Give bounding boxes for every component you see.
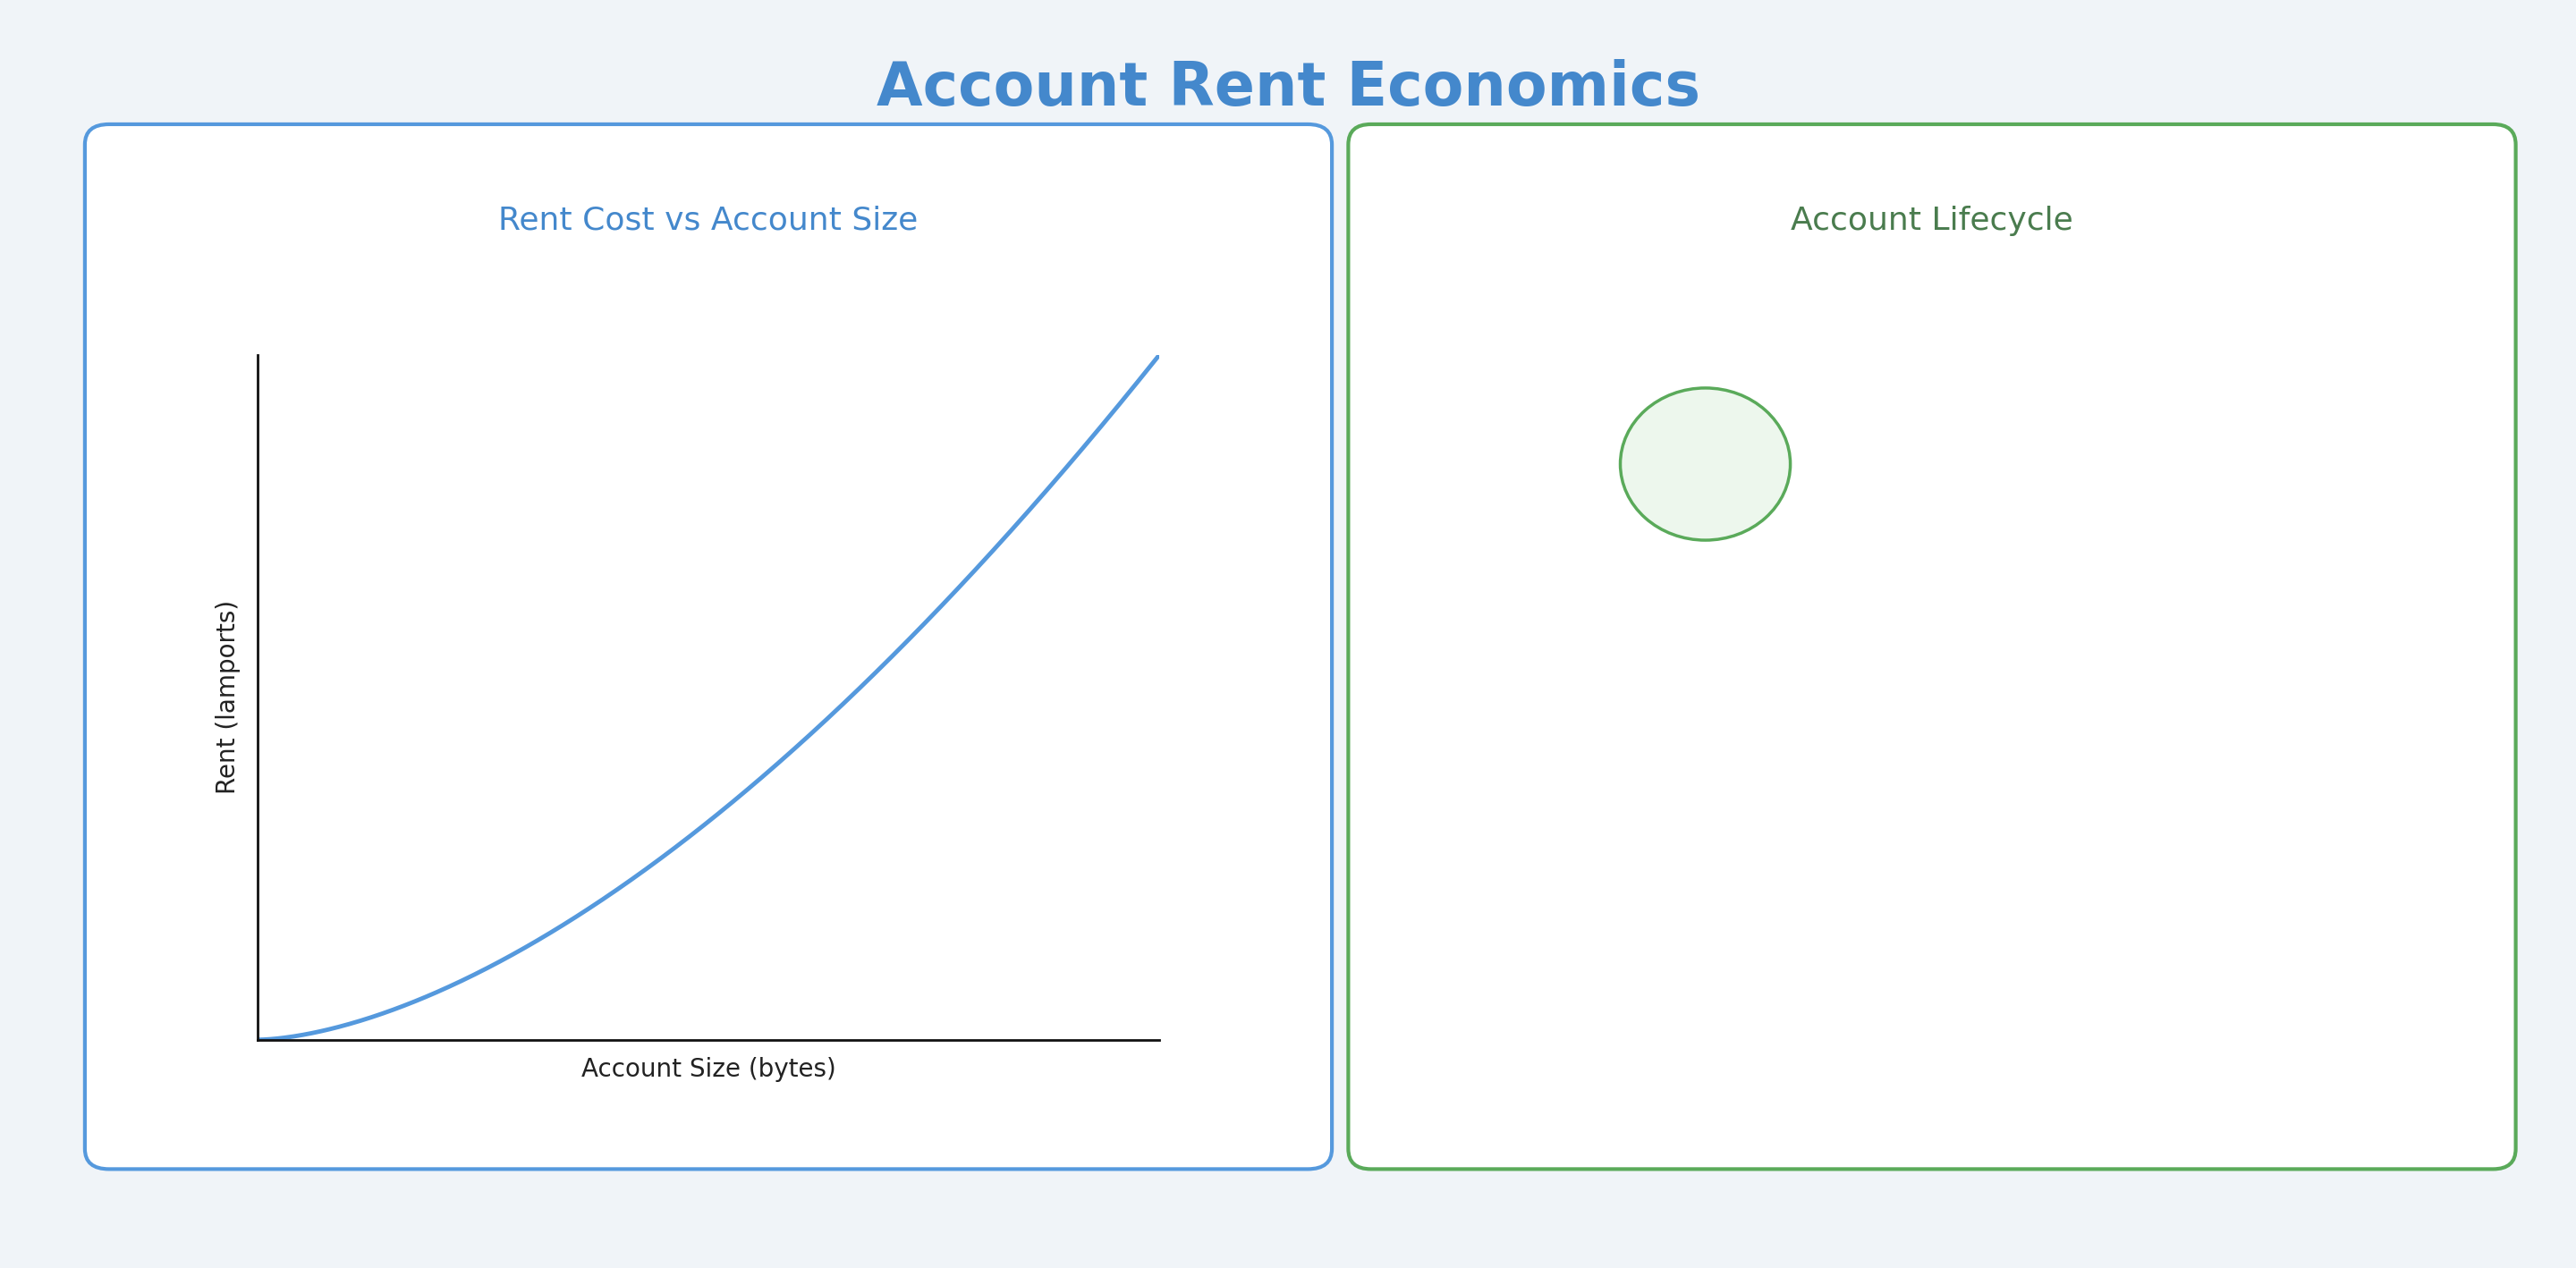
FancyBboxPatch shape xyxy=(85,124,1332,1169)
Text: Rent Cost vs Account Size: Rent Cost vs Account Size xyxy=(500,205,917,236)
Text: Account Lifecycle: Account Lifecycle xyxy=(1790,205,2074,236)
Circle shape xyxy=(1620,388,1790,540)
FancyBboxPatch shape xyxy=(1347,124,2517,1169)
Y-axis label: Rent (lamports): Rent (lamports) xyxy=(216,600,240,795)
Text: Account Rent Economics: Account Rent Economics xyxy=(876,60,1700,118)
X-axis label: Account Size (bytes): Account Size (bytes) xyxy=(582,1058,835,1082)
